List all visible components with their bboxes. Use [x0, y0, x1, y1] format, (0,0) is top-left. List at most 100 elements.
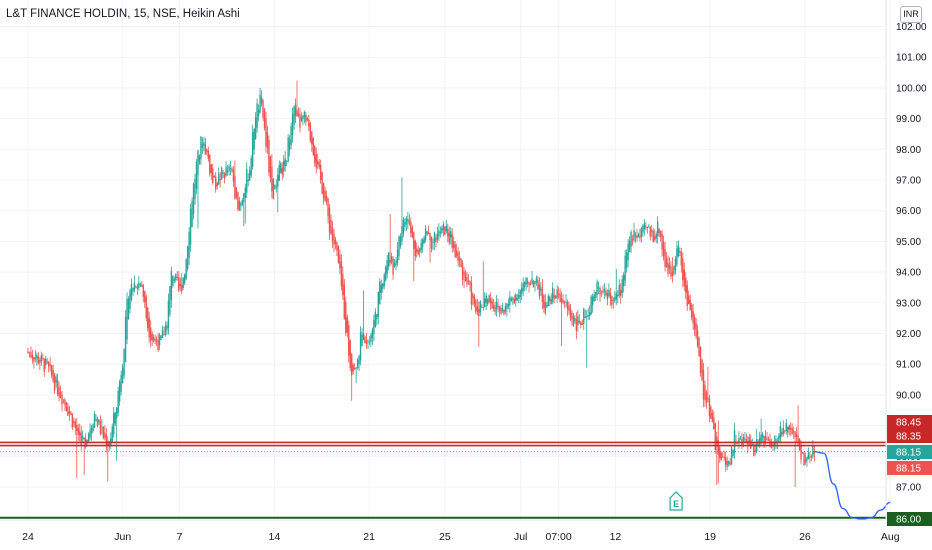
candle-body: [787, 426, 789, 433]
currency-button[interactable]: INR: [900, 6, 922, 23]
candle-body: [671, 271, 674, 277]
candle-body: [454, 244, 456, 258]
candle-body: [552, 287, 554, 302]
candle-body: [222, 172, 224, 174]
candle-body: [792, 431, 795, 433]
candle-body: [652, 231, 654, 243]
candle-body: [782, 427, 785, 434]
candle-body: [516, 297, 518, 300]
candle-body: [348, 325, 350, 356]
candle-body: [778, 435, 780, 442]
candle-body: [253, 128, 255, 150]
candle-body: [744, 438, 746, 440]
candle-body: [102, 426, 105, 439]
candle-body: [609, 292, 612, 299]
candle-body: [534, 281, 536, 284]
candle-body: [544, 301, 547, 314]
candle-body: [118, 381, 121, 402]
candle-body: [232, 169, 235, 182]
candle-body: [345, 301, 347, 333]
candle-body: [229, 167, 232, 169]
candle-body: [745, 439, 748, 443]
candle-body: [473, 296, 476, 305]
candle-body: [547, 296, 549, 307]
candle-body: [380, 284, 382, 293]
candle-body: [800, 444, 802, 460]
candle-body: [445, 225, 448, 232]
candle-body: [696, 329, 699, 346]
event-marker-shape[interactable]: [669, 491, 683, 511]
candle-body: [268, 140, 270, 173]
time-axis[interactable]: 24 Jun 7 14 21 25 Jul 07:00 12 19 26 Aug: [0, 519, 900, 543]
candle-body: [327, 198, 329, 217]
candle-body: [166, 325, 168, 331]
candle-body: [591, 296, 594, 306]
candle-body: [288, 139, 291, 150]
price-tag[interactable]: [887, 461, 932, 475]
event-marker-label[interactable]: E: [673, 499, 679, 509]
candle-body: [679, 250, 681, 253]
candle-body: [673, 266, 675, 274]
candle-body: [33, 357, 35, 362]
price-tag-label: 88.45: [896, 418, 921, 429]
candle-body: [275, 186, 278, 188]
candle-body: [665, 257, 668, 268]
price-tag-label: 88.35: [896, 432, 921, 443]
earnings-marker[interactable]: E: [669, 491, 683, 511]
candle-body: [685, 277, 687, 293]
candle-body: [86, 439, 88, 443]
candle-body: [305, 114, 307, 122]
candle-body: [160, 335, 162, 341]
candle-body: [640, 228, 643, 237]
price-axis[interactable]: 87.0088.0089.0090.0091.0092.0093.0094.00…: [885, 0, 932, 526]
x-tick-label: 19: [704, 531, 716, 543]
candle-body: [458, 257, 461, 261]
candle-body: [498, 306, 501, 311]
candle-body: [192, 183, 195, 214]
price-tag[interactable]: [887, 429, 932, 443]
candle-body: [124, 316, 127, 363]
candle-body: [179, 283, 181, 287]
candle-body: [484, 298, 486, 308]
candle-body: [290, 126, 292, 145]
candle-body: [355, 367, 357, 369]
candle-body: [441, 227, 443, 233]
candle-body: [319, 164, 322, 181]
candle-body: [423, 237, 425, 244]
candle-body: [620, 290, 622, 296]
candle-body: [683, 269, 685, 287]
y-tick-label: 101.00: [896, 53, 927, 64]
candle-body: [217, 173, 220, 185]
candle-body: [386, 260, 388, 274]
candle-body: [123, 349, 125, 376]
candle-body: [89, 430, 91, 438]
candle-body: [489, 298, 492, 304]
candle-body: [219, 179, 221, 181]
candle-body: [120, 375, 122, 392]
candle-body: [244, 187, 246, 198]
price-tag[interactable]: [887, 512, 932, 526]
y-tick-label: 102.00: [896, 22, 927, 33]
candle-body: [374, 311, 377, 327]
price-tag[interactable]: [887, 445, 932, 459]
candle-body: [175, 273, 177, 281]
candle-body: [509, 296, 511, 306]
candle-body: [247, 179, 249, 181]
candle-body: [597, 287, 600, 289]
candle-body: [188, 231, 190, 258]
candle-body: [402, 219, 405, 234]
candle-body: [83, 437, 85, 440]
candle-body: [47, 361, 50, 367]
price-tag[interactable]: [887, 415, 932, 429]
candle-body: [302, 115, 304, 120]
candle-body: [389, 259, 391, 263]
candle-body: [203, 142, 205, 146]
candle-body: [383, 274, 385, 287]
candle-body: [325, 195, 328, 202]
candle-body: [646, 226, 649, 229]
candle-body: [714, 423, 717, 451]
candle-body: [618, 284, 620, 296]
candle-body: [515, 294, 517, 302]
candle-body: [535, 277, 538, 283]
